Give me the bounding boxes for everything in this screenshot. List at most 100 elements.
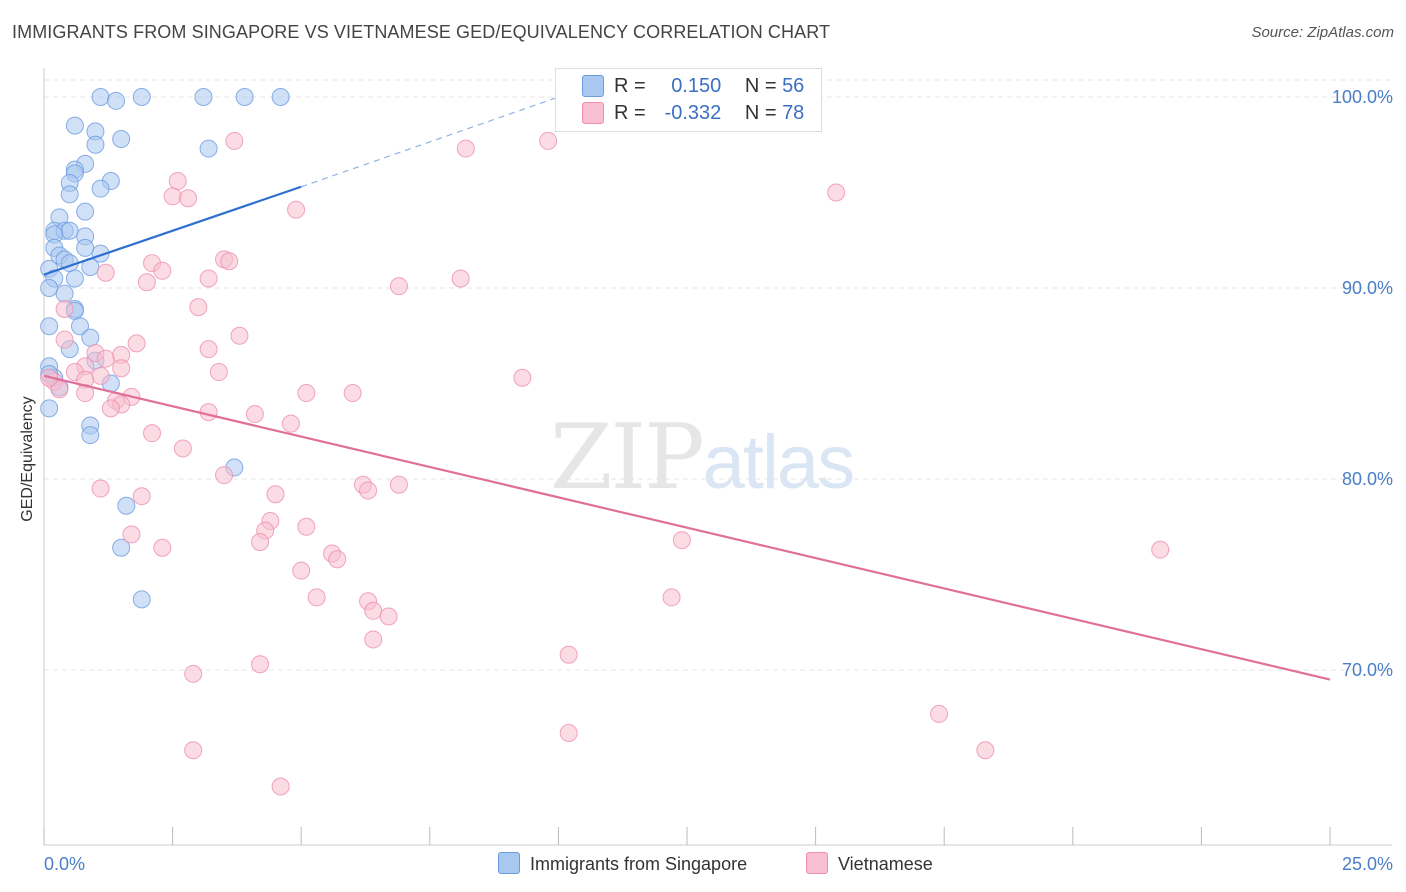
x-tick-label: 0.0% (44, 854, 85, 874)
vietnamese-point (179, 189, 198, 208)
singapore-point (194, 88, 213, 106)
singapore-point (86, 135, 105, 154)
vietnamese-point (101, 399, 120, 418)
vietnamese-point (251, 533, 270, 552)
legend-swatch-singapore (498, 852, 520, 874)
singapore-point (40, 317, 59, 336)
watermark-zip: ZIP (550, 405, 705, 510)
y-axis-label: GED/Equivalency (19, 396, 36, 522)
vietnamese-point (359, 481, 378, 500)
vietnamese-point (287, 200, 306, 219)
vietnamese-point (271, 777, 290, 796)
watermark: ZIPatlas (550, 405, 855, 510)
vietnamese-point (199, 269, 218, 288)
vietnamese-point (297, 517, 316, 536)
legend-r-label: R = (614, 75, 646, 97)
legend-row-vietnamese: R = -0.332 N = 78 (582, 102, 805, 126)
vietnamese-point (559, 724, 578, 743)
vietnamese-point (364, 601, 383, 620)
singapore-point (132, 88, 151, 106)
singapore-point (40, 399, 59, 418)
y-tick-label: 70.0% (1342, 660, 1393, 680)
legend-n-label: N = (744, 102, 777, 124)
singapore-point (65, 269, 84, 288)
vietnamese-point (456, 139, 475, 158)
vietnamese-point (122, 525, 141, 544)
singapore-point (112, 130, 131, 149)
y-tick-label: 80.0% (1342, 469, 1393, 489)
vietnamese-point (173, 439, 192, 458)
singapore-point (60, 185, 79, 204)
vietnamese-point (662, 588, 681, 607)
vietnamese-point (297, 384, 316, 403)
legend-swatch-singapore (582, 75, 604, 97)
vietnamese-point (451, 269, 470, 288)
singapore-point (60, 221, 79, 240)
vietnamese-point (163, 187, 182, 206)
vietnamese-point (199, 403, 218, 422)
singapore-point (55, 284, 74, 303)
legend-label-vietnamese: Vietnamese (838, 854, 933, 874)
vietnamese-point (220, 252, 239, 271)
vietnamese-point (364, 630, 383, 649)
vietnamese-point (539, 131, 558, 150)
singapore-point (76, 202, 95, 221)
vietnamese-point (389, 475, 408, 494)
vietnamese-point (55, 330, 74, 349)
singapore-point (199, 139, 218, 158)
vietnamese-point (184, 741, 203, 760)
vietnamese-point (930, 704, 949, 723)
legend-swatch-vietnamese (806, 852, 828, 874)
vietnamese-point (559, 645, 578, 664)
singapore-point (91, 88, 110, 106)
vietnamese-trend-line (43, 374, 1331, 681)
vietnamese-point (184, 664, 203, 683)
vietnamese-point (55, 300, 74, 319)
singapore-point (76, 238, 95, 257)
chart-title: IMMIGRANTS FROM SINGAPORE VS VIETNAMESE … (12, 22, 831, 42)
legend-item-singapore: Immigrants from Singapore (498, 852, 747, 875)
legend-label-singapore: Immigrants from Singapore (530, 854, 748, 874)
singapore-point (112, 538, 131, 557)
legend-row-singapore: R = 0.150 N = 56 (582, 75, 805, 99)
singapore-point (40, 279, 59, 297)
singapore-trend-extension (301, 96, 559, 188)
vietnamese-point (343, 384, 362, 403)
vietnamese-point (215, 466, 234, 485)
singapore-point (91, 179, 110, 198)
vietnamese-point (328, 550, 347, 569)
source-label: Source: ZipAtlas.com (1251, 24, 1394, 41)
vietnamese-point (389, 277, 408, 296)
vietnamese-point (132, 487, 151, 506)
singapore-point (81, 328, 100, 347)
vietnamese-point (96, 263, 115, 282)
vietnamese-point (153, 538, 172, 557)
singapore-point (132, 590, 151, 609)
vietnamese-point (251, 655, 270, 674)
legend-swatch-vietnamese (582, 102, 604, 124)
vietnamese-point (1151, 540, 1170, 559)
vietnamese-point (292, 561, 311, 580)
vietnamese-point (281, 414, 300, 433)
vietnamese-point (91, 479, 110, 498)
vietnamese-point (209, 363, 228, 382)
vietnamese-point (513, 368, 532, 387)
x-tick-label: 25.0% (1342, 854, 1393, 874)
singapore-point (107, 91, 126, 110)
vietnamese-point (245, 405, 264, 424)
legend-n-value: 78 (782, 102, 805, 124)
vietnamese-point (137, 273, 156, 292)
vietnamese-point (827, 183, 846, 202)
legend-n-label: N = (744, 75, 777, 97)
vietnamese-point (143, 424, 162, 443)
singapore-point (235, 88, 254, 106)
vietnamese-point (199, 340, 218, 359)
singapore-point (271, 88, 290, 106)
y-tick-label: 100.0% (1332, 87, 1393, 107)
legend-n-value: 56 (782, 75, 805, 97)
singapore-point (71, 317, 90, 336)
legend-r-value: -0.332 (664, 102, 722, 124)
vietnamese-point (976, 741, 995, 760)
vietnamese-point (168, 172, 187, 191)
vietnamese-point (307, 588, 326, 607)
